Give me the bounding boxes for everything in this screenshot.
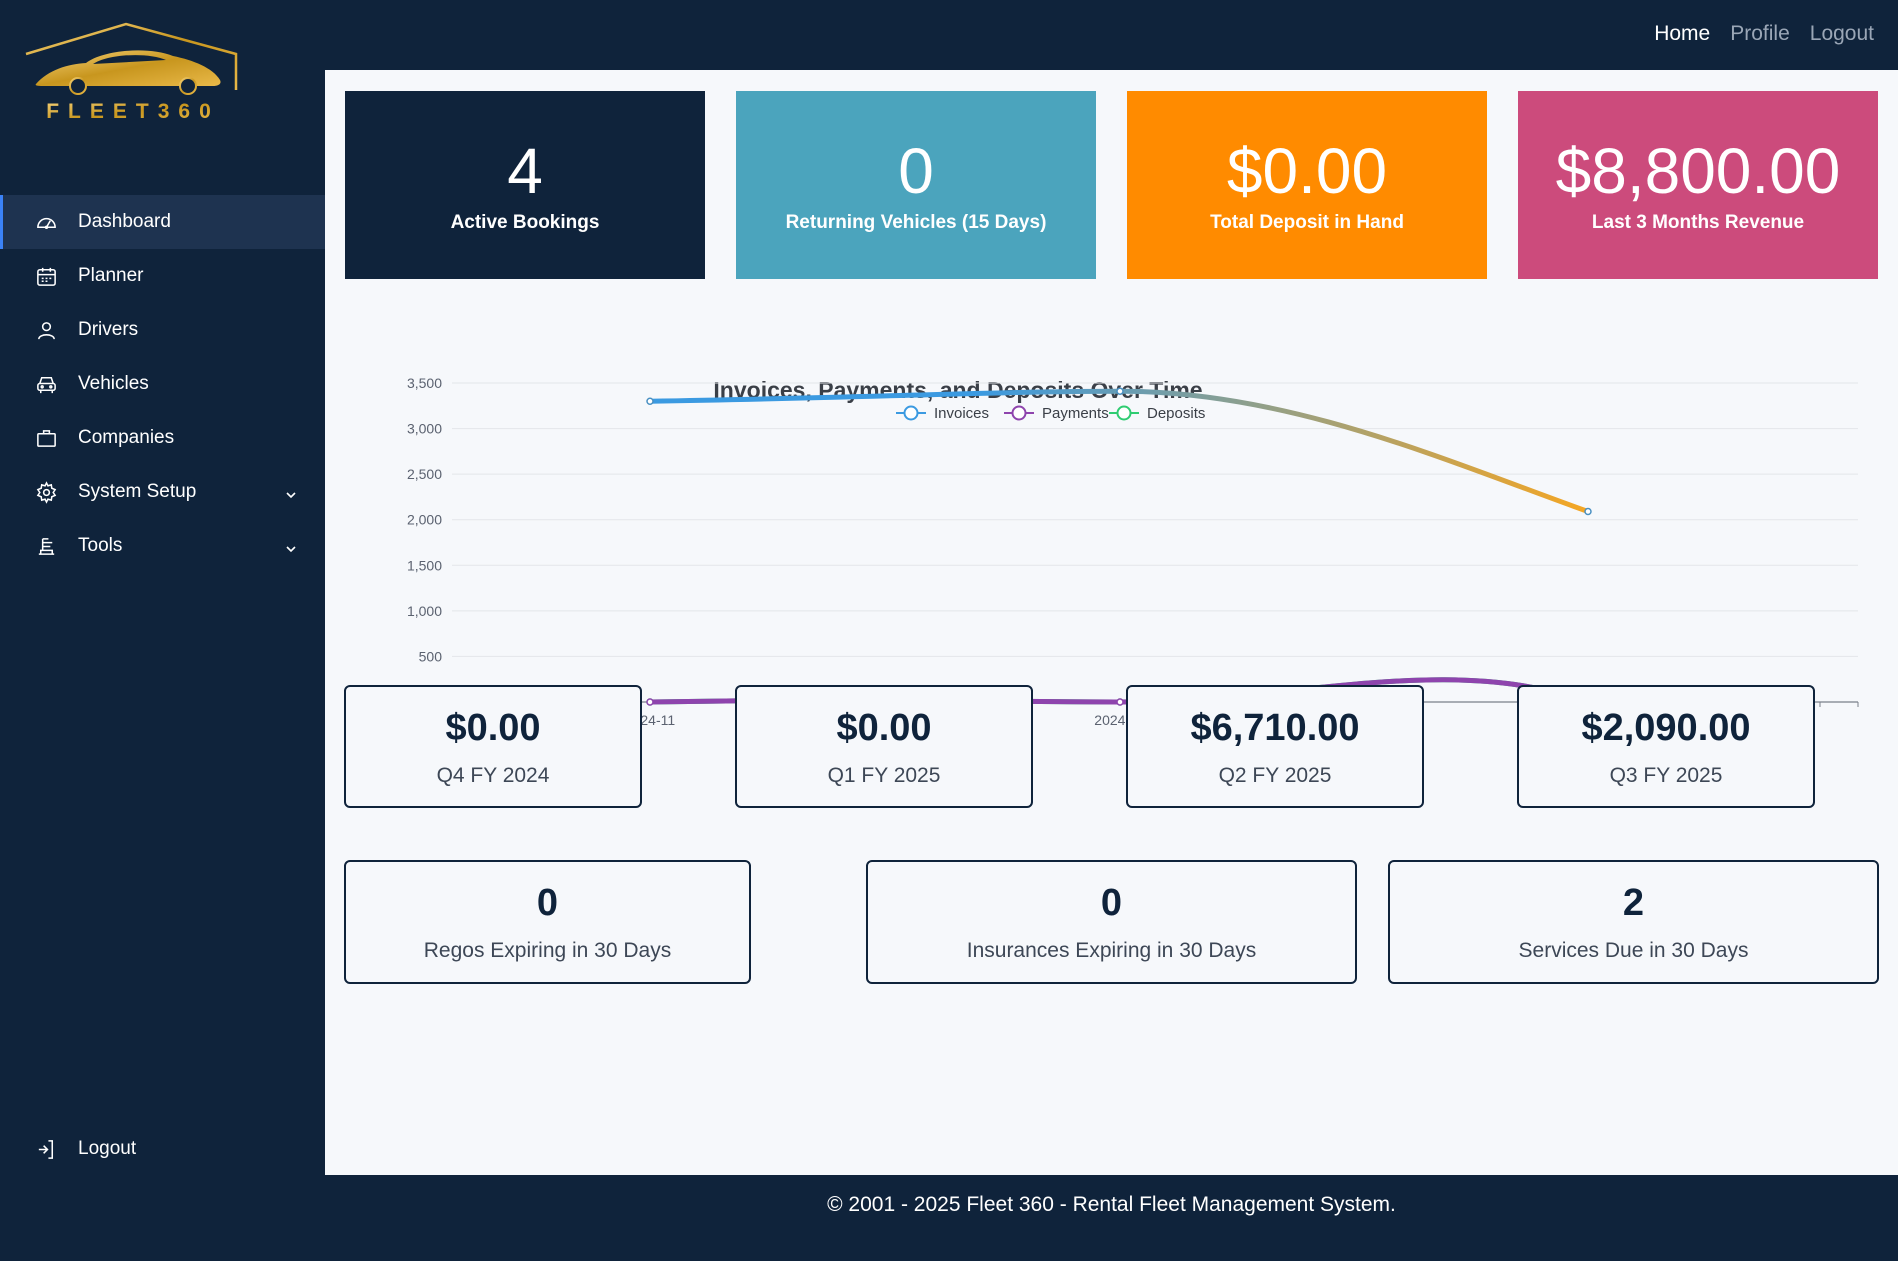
sidebar-item-label: Dashboard xyxy=(78,211,171,232)
card-label: Q1 FY 2025 xyxy=(827,763,941,787)
sidebar-nav: Dashboard Planner Drivers Vehicles Compa… xyxy=(0,195,325,573)
quarter-card-q2-fy2025[interactable]: $6,710.00 Q2 FY 2025 xyxy=(1126,685,1424,808)
sidebar-item-label: Logout xyxy=(78,1138,137,1159)
footer-copyright: © 2001 - 2025 Fleet 360 - Rental Fleet M… xyxy=(827,1193,1396,1216)
stat-returning-vehicles[interactable]: 0 Returning Vehicles (15 Days) xyxy=(736,91,1096,279)
sidebar-item-dashboard[interactable]: Dashboard xyxy=(0,195,325,249)
sidebar-item-logout[interactable]: Logout xyxy=(0,1122,325,1176)
alert-card-services-due[interactable]: 2 Services Due in 30 Days xyxy=(1388,860,1879,984)
legend-swatch-marker xyxy=(1011,405,1027,421)
logout-icon xyxy=(34,1137,58,1161)
y-tick-label: 3,000 xyxy=(407,421,442,437)
fleet360-logo[interactable]: FLEET360 xyxy=(8,20,258,135)
data-point-payments xyxy=(646,698,654,706)
quarter-card-q3-fy2025[interactable]: $2,090.00 Q3 FY 2025 xyxy=(1517,685,1815,808)
data-point-invoices xyxy=(1116,387,1124,395)
card-value: 0 xyxy=(536,882,559,924)
legend-swatch-marker xyxy=(1116,405,1132,421)
stat-total-deposit[interactable]: $0.00 Total Deposit in Hand xyxy=(1127,91,1487,279)
card-value: $0.00 xyxy=(836,706,932,749)
sidebar-item-companies[interactable]: Companies xyxy=(0,411,325,465)
sidebar-item-label: Tools xyxy=(78,535,123,556)
chart-series xyxy=(646,387,1592,706)
card-value: $0.00 xyxy=(445,706,541,749)
sidebar-item-label: Drivers xyxy=(78,319,139,340)
logo-text: FLEET360 xyxy=(46,100,220,123)
y-tick-label: 2,000 xyxy=(407,512,442,528)
sidebar-item-system-setup[interactable]: System Setup xyxy=(0,465,325,519)
quarter-card-q4-fy2024[interactable]: $0.00 Q4 FY 2024 xyxy=(344,685,642,808)
stat-value: 0 xyxy=(898,135,934,207)
card-label: Q3 FY 2025 xyxy=(1609,763,1723,787)
legend-swatch-marker xyxy=(903,405,919,421)
card-value: 2 xyxy=(1622,882,1645,924)
card-label: Insurances Expiring in 30 Days xyxy=(966,939,1257,962)
quarter-card-q1-fy2025[interactable]: $0.00 Q1 FY 2025 xyxy=(735,685,1033,808)
sidebar-item-drivers[interactable]: Drivers xyxy=(0,303,325,357)
briefcase-icon xyxy=(34,426,58,450)
stat-value: $0.00 xyxy=(1226,135,1388,207)
sidebar-item-vehicles[interactable]: Vehicles xyxy=(0,357,325,411)
sidebar-item-label: Planner xyxy=(78,265,144,286)
stat-last-3-months-revenue[interactable]: $8,800.00 Last 3 Months Revenue xyxy=(1518,91,1878,279)
stat-label: Active Bookings xyxy=(450,212,600,233)
card-label: Q2 FY 2025 xyxy=(1218,763,1332,787)
y-tick-label: 3,500 xyxy=(407,375,442,391)
y-tick-label: 1,500 xyxy=(407,557,442,573)
main-content: 4 Active Bookings 0 Returning Vehicles (… xyxy=(325,70,1898,1175)
dashboard-gauge-icon xyxy=(34,210,58,234)
data-point-invoices xyxy=(646,397,654,405)
top-navigation: Home Profile Logout xyxy=(1654,22,1874,46)
card-value: $2,090.00 xyxy=(1581,706,1751,749)
sidebar-item-tools[interactable]: Tools xyxy=(0,519,325,573)
legend-label: Invoices xyxy=(934,405,989,422)
chevron-down-icon[interactable] xyxy=(285,485,297,499)
stat-label: Returning Vehicles (15 Days) xyxy=(785,212,1047,233)
nav-profile-link[interactable]: Profile xyxy=(1730,22,1790,45)
legend-label: Payments xyxy=(1042,405,1109,422)
sidebar-item-label: Vehicles xyxy=(78,373,149,394)
card-label: Regos Expiring in 30 Days xyxy=(423,939,672,962)
card-value: $6,710.00 xyxy=(1190,706,1360,749)
chevron-down-icon[interactable] xyxy=(285,539,297,553)
sidebar: FLEET360 Dashboard Planner Drivers Ve xyxy=(0,0,325,1261)
sidebar-item-label: Companies xyxy=(78,427,175,448)
chart-grid xyxy=(452,382,1858,657)
stat-label: Total Deposit in Hand xyxy=(1210,212,1404,233)
tools-icon xyxy=(34,534,58,558)
chart-legend: Invoices Payments Deposits xyxy=(896,405,1205,422)
sidebar-item-planner[interactable]: Planner xyxy=(0,249,325,303)
y-tick-label: 500 xyxy=(419,648,443,664)
nav-logout-link[interactable]: Logout xyxy=(1809,22,1874,45)
sidebar-item-label: System Setup xyxy=(78,481,197,502)
card-label: Services Due in 30 Days xyxy=(1518,939,1749,962)
gear-icon xyxy=(34,480,58,504)
data-point-invoices xyxy=(1584,507,1592,516)
y-tick-label: 2,500 xyxy=(407,466,442,482)
user-icon xyxy=(34,318,58,342)
legend-label: Deposits xyxy=(1147,405,1205,422)
stat-value: 4 xyxy=(507,135,543,207)
sidebar-logout: Logout xyxy=(0,1122,325,1176)
stat-label: Last 3 Months Revenue xyxy=(1591,212,1805,233)
nav-home-link[interactable]: Home xyxy=(1654,22,1711,45)
alert-card-insurances-expiring[interactable]: 0 Insurances Expiring in 30 Days xyxy=(866,860,1357,984)
stat-value: $8,800.00 xyxy=(1555,135,1841,207)
data-point-payments xyxy=(1116,698,1124,706)
calendar-icon xyxy=(34,264,58,288)
y-tick-label: 1,000 xyxy=(407,603,442,619)
alert-card-regos-expiring[interactable]: 0 Regos Expiring in 30 Days xyxy=(344,860,751,984)
car-icon xyxy=(34,372,58,396)
card-label: Q4 FY 2024 xyxy=(436,763,550,787)
card-value: 0 xyxy=(1100,882,1123,924)
stat-active-bookings[interactable]: 4 Active Bookings xyxy=(345,91,705,279)
